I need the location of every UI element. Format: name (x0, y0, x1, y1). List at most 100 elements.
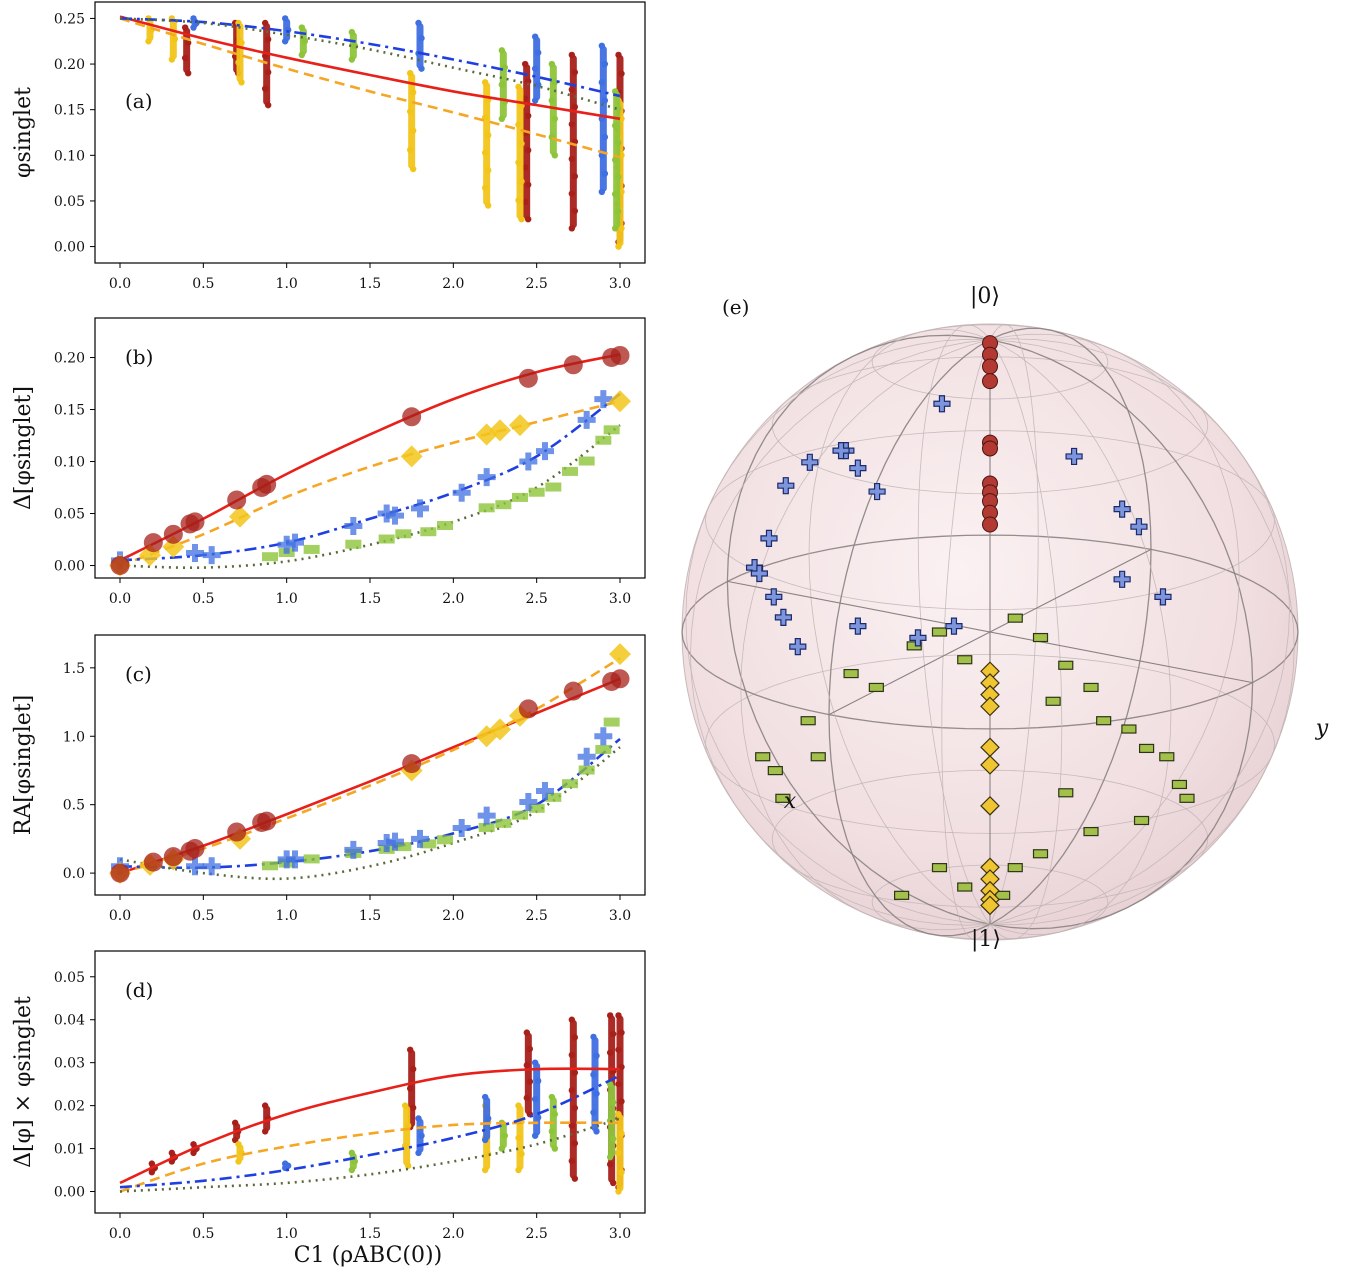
data-point (614, 208, 622, 215)
data-point (598, 188, 606, 196)
state-rect (957, 655, 973, 665)
state-rect (894, 890, 910, 900)
state-cross (765, 588, 783, 606)
data-point (238, 39, 245, 46)
state-rect (1138, 743, 1155, 754)
marker-circle (227, 490, 247, 510)
data-point (515, 1102, 522, 1109)
data-point (238, 79, 245, 86)
data-point (551, 79, 559, 86)
x-tick-label: 0.5 (192, 908, 214, 924)
state-diamond (980, 796, 1000, 816)
state-rect (1159, 752, 1175, 762)
state-diamond (980, 755, 1000, 775)
data-point (523, 1062, 531, 1069)
data-point (551, 1111, 559, 1118)
marker-cross (477, 806, 496, 825)
data-point (261, 85, 269, 92)
marker-rect (378, 534, 395, 544)
data-point (606, 1012, 614, 1019)
longitude-line (917, 324, 1063, 940)
y-tick-label: 0.05 (54, 194, 85, 210)
marker-cross (536, 782, 554, 800)
data-point (615, 1046, 622, 1053)
data-column (403, 1105, 411, 1166)
data-point (515, 1166, 522, 1174)
series-line (119, 17, 621, 159)
state-rect (1007, 863, 1023, 873)
data-point (611, 122, 619, 129)
data-point (181, 24, 189, 31)
marker-cross (186, 544, 204, 563)
state-rect (775, 793, 791, 803)
state-rect (1045, 696, 1061, 706)
data-point (235, 1158, 242, 1165)
data-column (591, 1036, 599, 1132)
longitude-line (828, 327, 1152, 937)
data-point (571, 103, 579, 111)
y-tick-label: 0.00 (54, 559, 85, 575)
data-point (481, 1093, 489, 1101)
marker-circle (227, 822, 247, 842)
x-tick-label: 2.5 (526, 908, 548, 924)
marker-cross (286, 850, 304, 869)
marker-circle (163, 847, 183, 867)
data-point (524, 215, 532, 223)
data-point (568, 1051, 576, 1059)
data-point (551, 152, 559, 159)
state-rect (931, 863, 948, 873)
x-tick-label: 2.0 (442, 591, 464, 607)
data-point (524, 78, 532, 85)
x-tick-label: 2.0 (442, 276, 464, 292)
series-line (119, 1074, 621, 1189)
data-column (416, 22, 424, 69)
x-tick-label: 0.0 (109, 276, 131, 292)
data-point (615, 51, 622, 59)
data-point (593, 1128, 600, 1135)
panel-label: (a) (125, 89, 153, 113)
x-tick-label: 1.5 (359, 276, 381, 292)
state-rect (843, 668, 859, 679)
data-point (618, 1098, 625, 1105)
data-point (593, 1052, 600, 1060)
panel-c: 0.0 0.5 1.0 1.5 2.0 2.5 3.0 0.0 0.5 1.0 1.5 (c) RA[φ… (11, 634, 646, 924)
marker-rect (512, 492, 528, 502)
y-tick-label: 0.20 (54, 351, 85, 367)
marker-rect (420, 527, 437, 537)
data-point (548, 1093, 556, 1101)
marker-rect (262, 861, 278, 871)
data-point (571, 1069, 579, 1076)
data-column (569, 1019, 577, 1179)
x-axis-bloch-label: x (784, 789, 797, 814)
state-cross (750, 564, 768, 583)
data-column (483, 82, 491, 206)
x-tick-label: 3.0 (609, 591, 631, 607)
panel-label: (d) (125, 978, 153, 1002)
data-point (614, 105, 622, 112)
marker-rect (528, 487, 545, 497)
data-point (264, 69, 272, 76)
state-cross (849, 459, 867, 477)
data-point (409, 1104, 417, 1111)
data-point (481, 79, 489, 86)
data-point (401, 1102, 409, 1109)
data-point (531, 1095, 539, 1103)
data-point (515, 197, 522, 204)
data-point (168, 56, 176, 63)
data-point (298, 51, 306, 59)
marker-rect (495, 500, 512, 510)
state-rect (800, 716, 816, 726)
marker-rect (303, 544, 320, 554)
state-rect (957, 882, 973, 892)
data-point (348, 28, 356, 36)
data-point (534, 1114, 542, 1121)
marker-rect (420, 839, 437, 849)
data-point (601, 133, 609, 141)
x-tick-label: 0.0 (109, 1226, 131, 1242)
state-cross (909, 629, 927, 647)
data-point (568, 1087, 576, 1094)
data-point (568, 190, 576, 197)
data-point (231, 1136, 239, 1144)
state-rect (755, 752, 771, 762)
data-point (571, 1140, 579, 1147)
